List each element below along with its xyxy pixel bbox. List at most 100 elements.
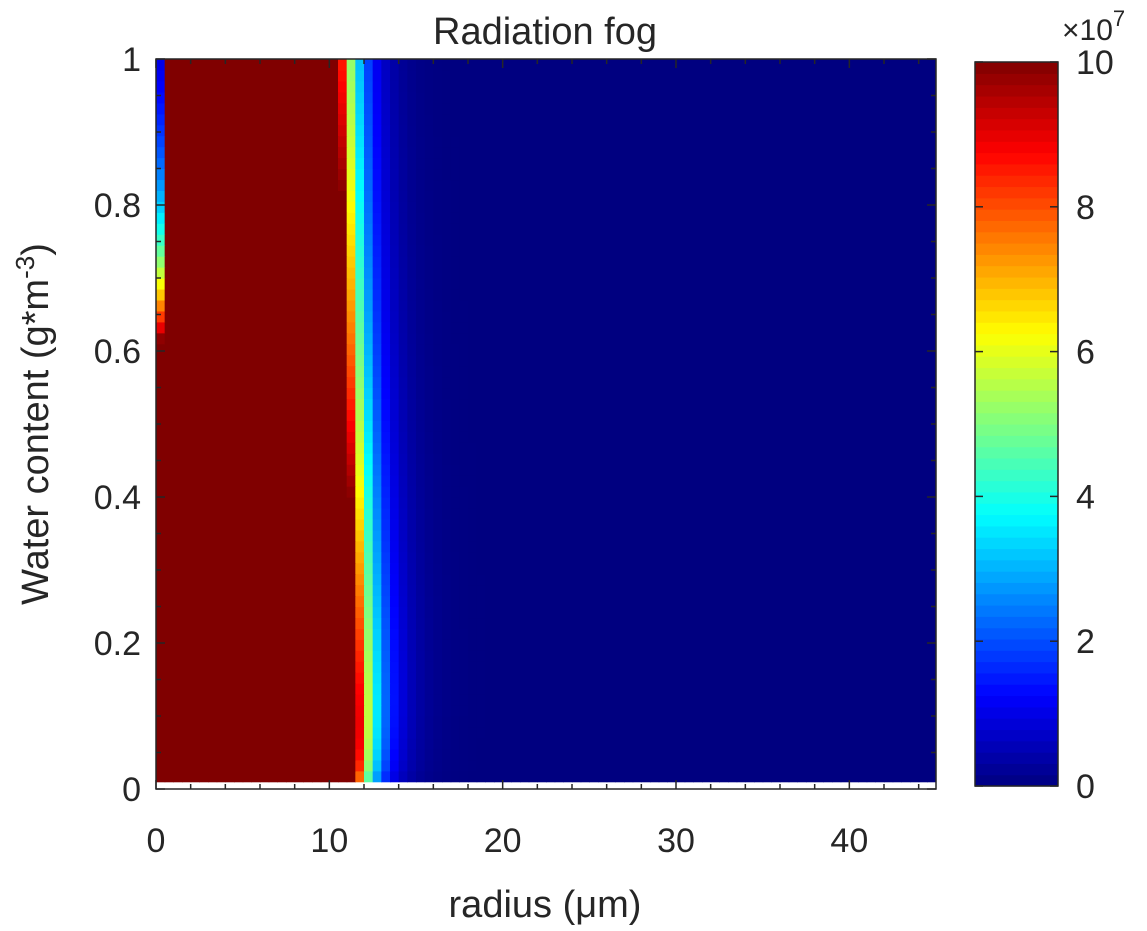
heatmap-cell [762,267,772,279]
heatmap-cell [520,267,530,279]
heatmap-cell [814,694,824,706]
heatmap-cell [788,705,798,717]
heatmap-cell [416,278,426,290]
heatmap-cell [884,551,894,564]
heatmap-cell [719,529,729,542]
heatmap-cell [858,486,868,498]
heatmap-cell [537,442,547,454]
heatmap-cell [476,453,486,465]
heatmap-cell [823,442,833,454]
heatmap-cell [329,759,339,772]
heatmap-cell [710,518,720,531]
heatmap-cell [433,551,443,564]
heatmap-cell [442,409,452,421]
heatmap-cell [754,705,764,717]
heatmap-cell [797,551,807,564]
heatmap-cell [182,343,192,356]
heatmap-cell [632,518,642,531]
heatmap-cell [572,497,582,509]
heatmap-cell [416,672,426,684]
heatmap-cell [632,223,642,235]
heatmap-cell [875,475,885,487]
heatmap-cell [190,245,200,257]
heatmap-cell [251,639,261,651]
heatmap-cell [398,584,408,597]
heatmap-cell [884,234,894,246]
heatmap-cell [182,376,192,389]
heatmap-cell [684,365,694,378]
heatmap-cell [520,672,530,684]
heatmap-cell [208,529,218,542]
heatmap-cell [563,245,573,257]
heatmap-cell [901,201,911,213]
heatmap-cell [355,376,365,389]
heatmap-cell [346,376,356,389]
heatmap-cell [199,595,209,608]
heatmap-cell [329,737,339,750]
heatmap-cell [199,540,209,553]
heatmap-cell [667,256,677,268]
heatmap-cell [892,376,902,389]
heatmap-cell [372,409,382,421]
heatmap-cell [329,256,339,268]
heatmap-cell [884,332,894,345]
heatmap-cell [754,420,764,432]
heatmap-cell [225,245,235,257]
heatmap-cell [884,562,894,575]
heatmap-cell [476,617,486,629]
heatmap-cell [442,650,452,662]
heatmap-cell [901,551,911,564]
heatmap-cell [208,737,218,750]
heatmap-cell [234,748,244,761]
heatmap-cell [528,464,538,476]
heatmap-cell [442,518,452,531]
heatmap-cell [164,299,174,312]
heatmap-cell [398,212,408,224]
heatmap-cell [754,683,764,695]
heatmap-cell [381,201,391,213]
heatmap-cell [216,683,226,695]
heatmap-cell [355,770,365,783]
heatmap-cell [424,190,434,202]
heatmap-cell [875,518,885,531]
heatmap-cell [719,639,729,651]
heatmap-cell [745,310,755,323]
heatmap-cell [580,562,590,575]
heatmap-cell [884,212,894,224]
heatmap-cell [710,770,720,783]
heatmap-cell [736,267,746,279]
heatmap-cell [580,288,590,301]
heatmap-cell [355,310,365,323]
heatmap-cell [312,518,322,531]
heatmap-cell [875,606,885,619]
heatmap-cell [728,354,738,367]
heatmap-cell [702,387,712,400]
heatmap-cell [554,770,564,783]
heatmap-cell [502,343,512,356]
heatmap-cell [554,694,564,706]
heatmap-cell [303,661,313,673]
heatmap-cell [927,737,936,750]
heatmap-cell [381,748,391,761]
heatmap-cell [381,409,391,421]
heatmap-cell [390,354,400,367]
heatmap-cell [814,387,824,400]
heatmap-cell [277,212,287,224]
heatmap-cell [511,354,521,367]
heatmap-cell [658,453,668,465]
heatmap-cell [216,288,226,301]
heatmap-cell [615,770,625,783]
heatmap-cell [199,409,209,421]
heatmap-cell [372,639,382,651]
heatmap-cell [190,770,200,783]
heatmap-cell [234,212,244,224]
heatmap-cell [277,562,287,575]
heatmap-cell [572,486,582,498]
heatmap-cell [225,716,235,728]
heatmap-cell [537,365,547,378]
heatmap-cell [806,431,816,443]
heatmap-cell [693,650,703,662]
heatmap-cell [242,595,252,608]
heatmap-cell [866,201,876,213]
heatmap-cell [216,278,226,290]
